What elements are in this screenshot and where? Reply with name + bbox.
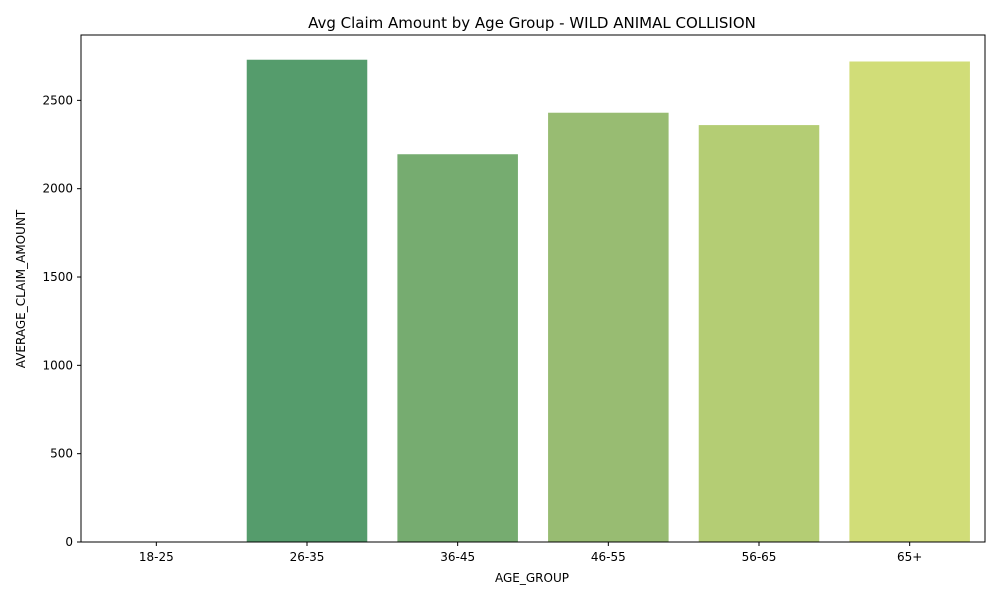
x-tick-label: 26-35: [290, 550, 325, 564]
y-axis: 0 500 1000 1500 2000 2500: [42, 93, 81, 549]
x-tick-label: 65+: [897, 550, 922, 564]
x-axis-label: AGE_GROUP: [495, 571, 569, 585]
bar-36-45: [397, 154, 518, 543]
x-tick-label: 36-45: [440, 550, 475, 564]
chart-title: Avg Claim Amount by Age Group - WILD ANI…: [308, 14, 756, 32]
bar-56-65: [698, 125, 820, 542]
x-axis: 18-25 26-35 36-45 46-55 56-65 65+: [139, 542, 922, 564]
y-tick-label: 2500: [42, 93, 73, 107]
x-tick-label: 56-65: [742, 550, 777, 564]
bar-65+: [849, 61, 970, 542]
y-tick-label: 500: [50, 447, 73, 461]
y-tick-label: 2000: [42, 182, 73, 196]
plot-frame: [80, 34, 986, 543]
bars-group: [246, 59, 970, 543]
y-tick-label: 1000: [42, 358, 73, 372]
y-tick-label: 0: [65, 535, 73, 549]
x-tick-label: 46-55: [591, 550, 626, 564]
bar-26-35: [246, 59, 368, 542]
x-tick-label: 18-25: [139, 550, 174, 564]
bar-46-55: [548, 112, 669, 542]
y-axis-label: AVERAGE_CLAIM_AMOUNT: [14, 209, 28, 368]
y-tick-label: 1500: [42, 270, 73, 284]
